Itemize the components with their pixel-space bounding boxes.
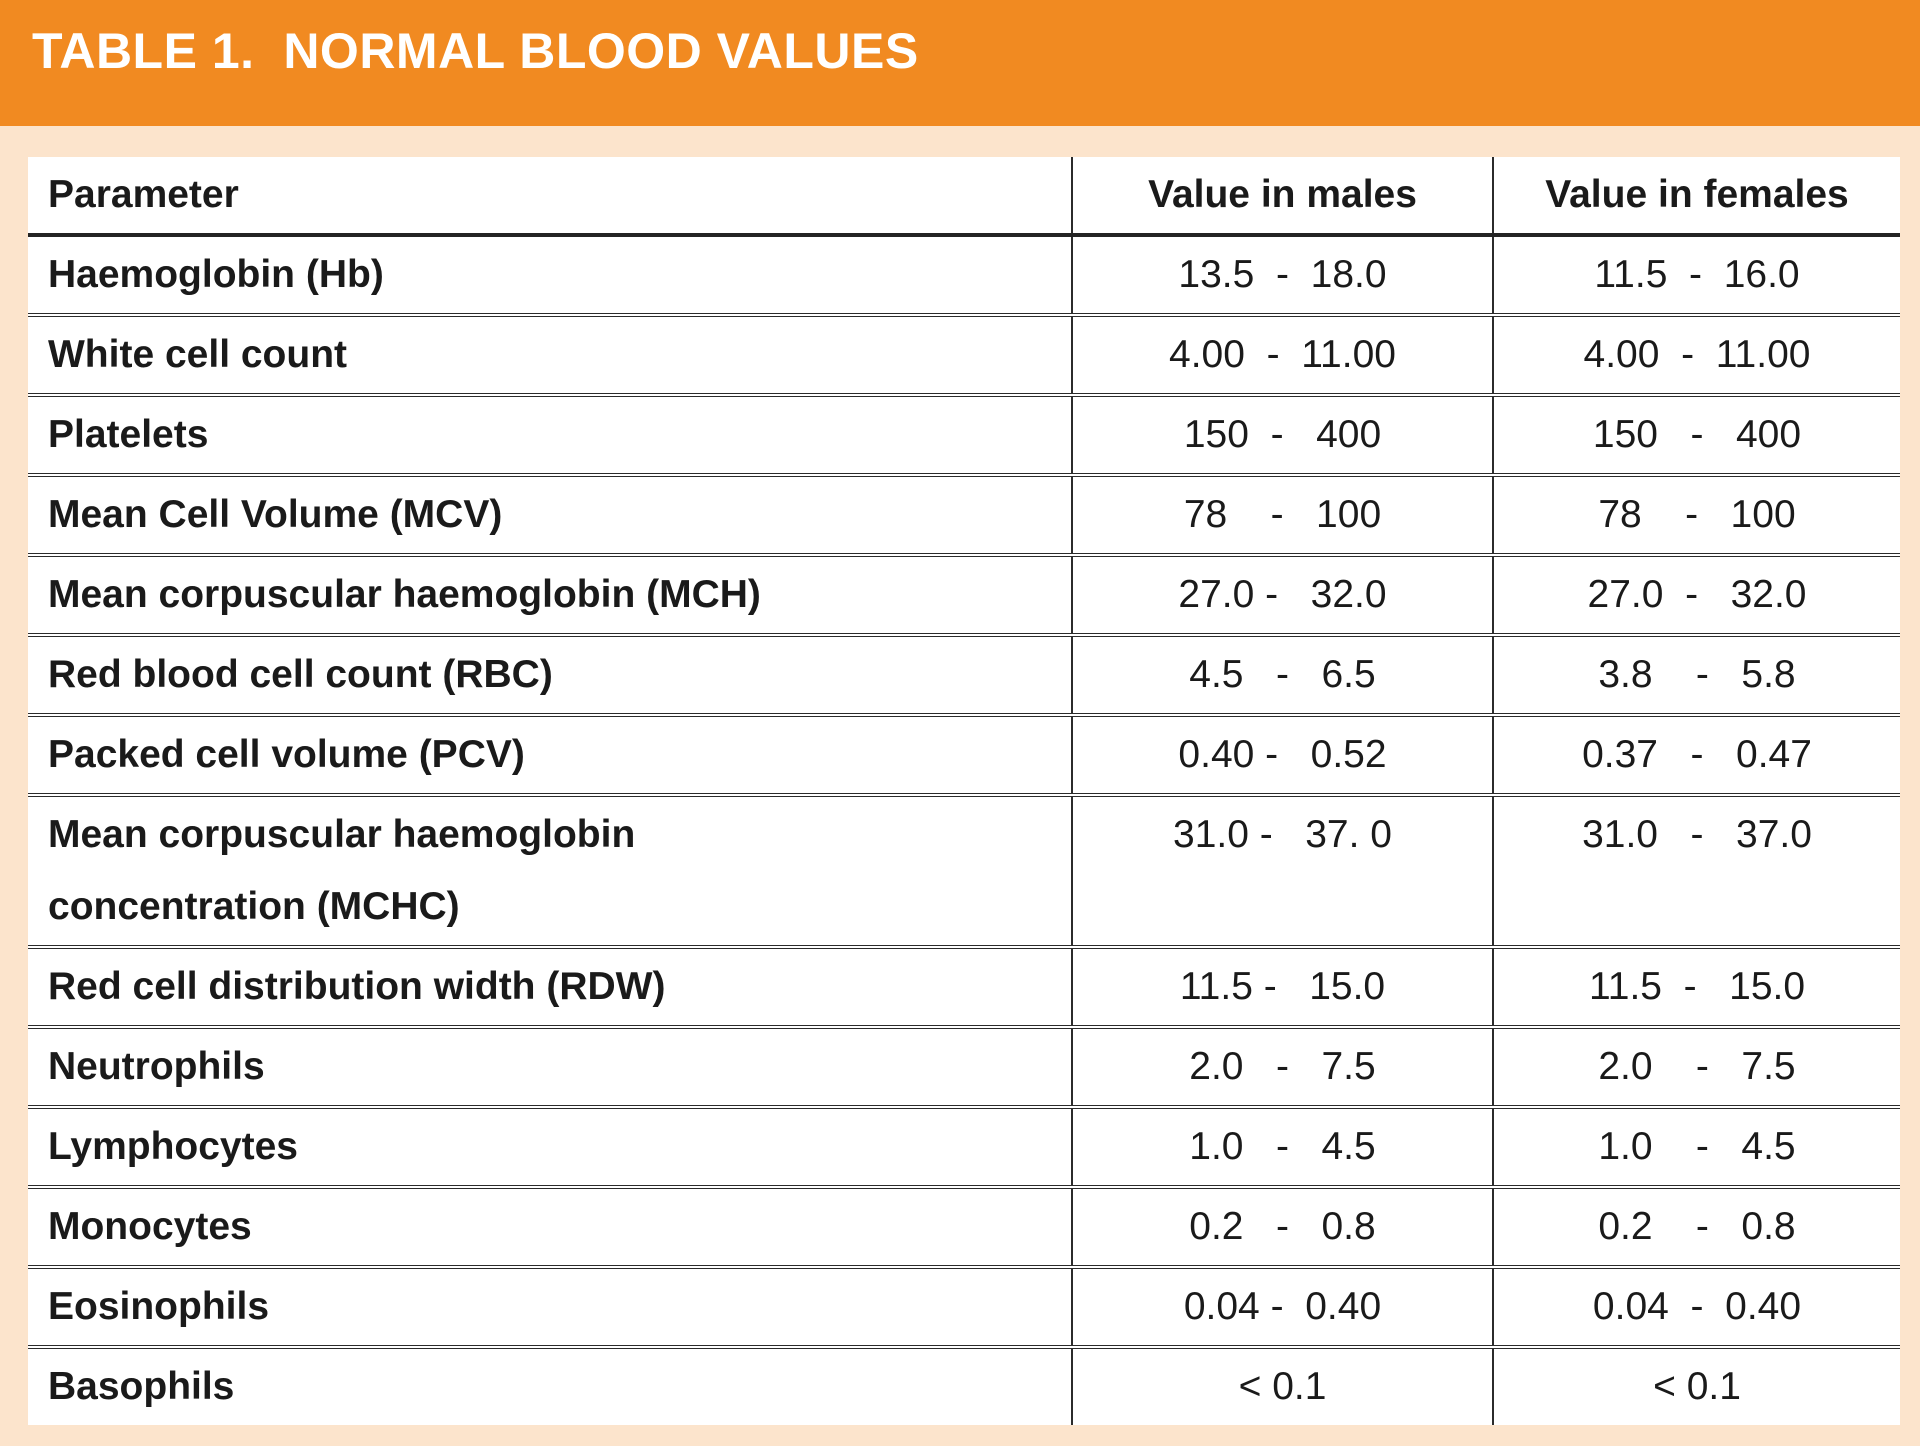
table-row: White cell count 4.00 - 11.00 4.00 - 11.00	[28, 315, 1900, 397]
females-value-cell: 1.0 - 4.5	[1492, 1107, 1900, 1189]
column-header-value-males: Value in males	[1071, 157, 1493, 237]
table-row: Basophils < 0.1 < 0.1	[28, 1347, 1900, 1425]
table-row: Mean corpuscular haemoglobin (MCH) 27.0 -…	[28, 555, 1900, 637]
parameter-cell: Red blood cell count (RBC)	[28, 635, 1072, 717]
males-value-cell: 27.0 - 32.0	[1071, 555, 1493, 637]
males-value-cell: < 0.1	[1071, 1347, 1493, 1425]
table-row: Haemoglobin (Hb) 13.5 - 18.0 11.5 - 16.0	[28, 235, 1900, 317]
table-row: Packed cell volume (PCV) 0.40 - 0.52 0.37 …	[28, 715, 1900, 797]
females-value-cell: 0.37 - 0.47	[1492, 715, 1900, 797]
parameter-cell: Monocytes	[28, 1187, 1072, 1269]
females-value-cell: 11.5 - 16.0	[1492, 235, 1900, 317]
females-value-cell: 27.0 - 32.0	[1492, 555, 1900, 637]
females-value-cell: 4.00 - 11.00	[1492, 315, 1900, 397]
column-header-parameter: Parameter	[28, 157, 1072, 237]
males-value-cell: 78 - 100	[1071, 475, 1493, 557]
table-row: Mean corpuscular haemoglobin concentrati…	[28, 795, 1900, 949]
males-value-cell: 4.5 - 6.5	[1071, 635, 1493, 717]
males-value-cell: 0.2 - 0.8	[1071, 1187, 1493, 1269]
column-header-value-females: Value in females	[1492, 157, 1900, 237]
females-value-cell: 11.5 - 15.0	[1492, 947, 1900, 1029]
table-title-bar: TABLE 1. NORMAL BLOOD VALUES	[0, 0, 1920, 126]
females-value-cell: 3.8 - 5.8	[1492, 635, 1900, 717]
males-value-cell: 11.5 - 15.0	[1071, 947, 1493, 1029]
males-value-cell: 0.04 - 0.40	[1071, 1267, 1493, 1349]
parameter-cell: Haemoglobin (Hb)	[28, 235, 1072, 317]
males-value-cell: 13.5 - 18.0	[1071, 235, 1493, 317]
parameter-cell: Lymphocytes	[28, 1107, 1072, 1189]
table-row: Lymphocytes 1.0 - 4.5 1.0 - 4.5	[28, 1107, 1900, 1189]
females-value-cell: 2.0 - 7.5	[1492, 1027, 1900, 1109]
table-row: Red blood cell count (RBC) 4.5 - 6.5 3.8 -…	[28, 635, 1900, 717]
males-value-cell: 4.00 - 11.00	[1071, 315, 1493, 397]
table-row: Monocytes 0.2 - 0.8 0.2 - 0.8	[28, 1187, 1900, 1269]
parameter-cell: Mean corpuscular haemoglobin concentrati…	[28, 795, 1072, 949]
males-value-cell: 31.0 - 37. 0	[1071, 795, 1493, 949]
females-value-cell: 0.04 - 0.40	[1492, 1267, 1900, 1349]
females-value-cell: 150 - 400	[1492, 395, 1900, 477]
parameter-cell: White cell count	[28, 315, 1072, 397]
parameter-cell: Mean corpuscular haemoglobin (MCH)	[28, 555, 1072, 637]
parameter-cell: Basophils	[48, 1365, 235, 1408]
data-table: Parameter Value in males Value in female…	[28, 157, 1900, 1425]
males-value-cell: 150 - 400	[1071, 395, 1493, 477]
table-row: Eosinophils 0.04 - 0.40 0.04 - 0.40	[28, 1267, 1900, 1349]
table-row: Platelets 150 - 400 150 - 400	[28, 395, 1900, 477]
females-value-cell: 78 - 100	[1492, 475, 1900, 557]
parameter-cell: Eosinophils	[28, 1267, 1072, 1349]
females-value-cell: 31.0 - 37.0	[1492, 795, 1900, 949]
females-value-cell: 0.2 - 0.8	[1492, 1187, 1900, 1269]
males-value-cell: 2.0 - 7.5	[1071, 1027, 1493, 1109]
females-value-cell: < 0.1	[1492, 1347, 1900, 1425]
parameter-cell: Neutrophils	[28, 1027, 1072, 1109]
parameter-cell: Red cell distribution width (RDW)	[28, 947, 1072, 1029]
parameter-cell: Packed cell volume (PCV)	[28, 715, 1072, 797]
table-row: Red cell distribution width (RDW) 11.5 - …	[28, 947, 1900, 1029]
parameter-cell: Platelets	[28, 395, 1072, 477]
table-row: Mean Cell Volume (MCV) 78 - 100 78 - 100	[28, 475, 1900, 557]
normal-blood-values-table: Parameter Value in males Value in female…	[28, 157, 1900, 1425]
males-value-cell: 0.40 - 0.52	[1071, 715, 1493, 797]
table-title: TABLE 1. NORMAL BLOOD VALUES	[32, 23, 919, 79]
header-row: Parameter Value in males Value in female…	[28, 157, 1900, 237]
table-row: Neutrophils 2.0 - 7.5 2.0 - 7.5	[28, 1027, 1900, 1109]
males-value-cell: 1.0 - 4.5	[1071, 1107, 1493, 1189]
parameter-cell: Mean Cell Volume (MCV)	[28, 475, 1072, 557]
